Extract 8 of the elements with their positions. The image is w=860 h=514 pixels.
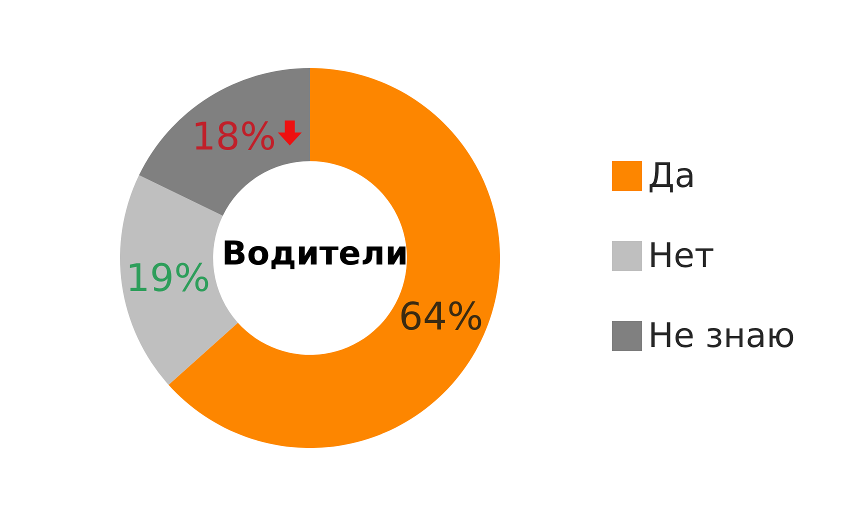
data-label: 64% — [398, 294, 484, 338]
legend-label: Нет — [648, 236, 714, 276]
text: Водители — [222, 234, 408, 272]
legend-label: Да — [648, 156, 696, 196]
legend-label: Не знаю — [648, 316, 796, 356]
data-label: 18% — [192, 114, 276, 158]
data-label: 19% — [126, 256, 210, 300]
donut-slice — [139, 68, 310, 216]
